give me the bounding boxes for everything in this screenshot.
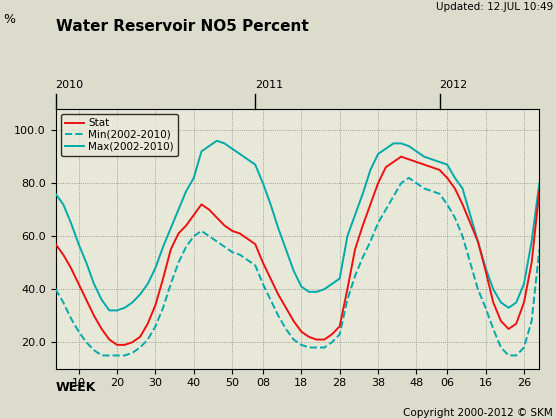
Text: WEEK: WEEK: [56, 381, 96, 394]
Legend: Stat, Min(2002-2010), Max(2002-2010): Stat, Min(2002-2010), Max(2002-2010): [61, 114, 178, 155]
Text: Updated: 12.JUL 10:49: Updated: 12.JUL 10:49: [436, 2, 553, 12]
Text: %: %: [3, 13, 15, 26]
Text: 2010: 2010: [56, 80, 84, 90]
Text: 2012: 2012: [439, 80, 468, 90]
Text: 2011: 2011: [255, 80, 284, 90]
Text: Copyright 2000-2012 © SKM: Copyright 2000-2012 © SKM: [404, 408, 553, 418]
Text: Water Reservoir NO5 Percent: Water Reservoir NO5 Percent: [56, 19, 309, 34]
